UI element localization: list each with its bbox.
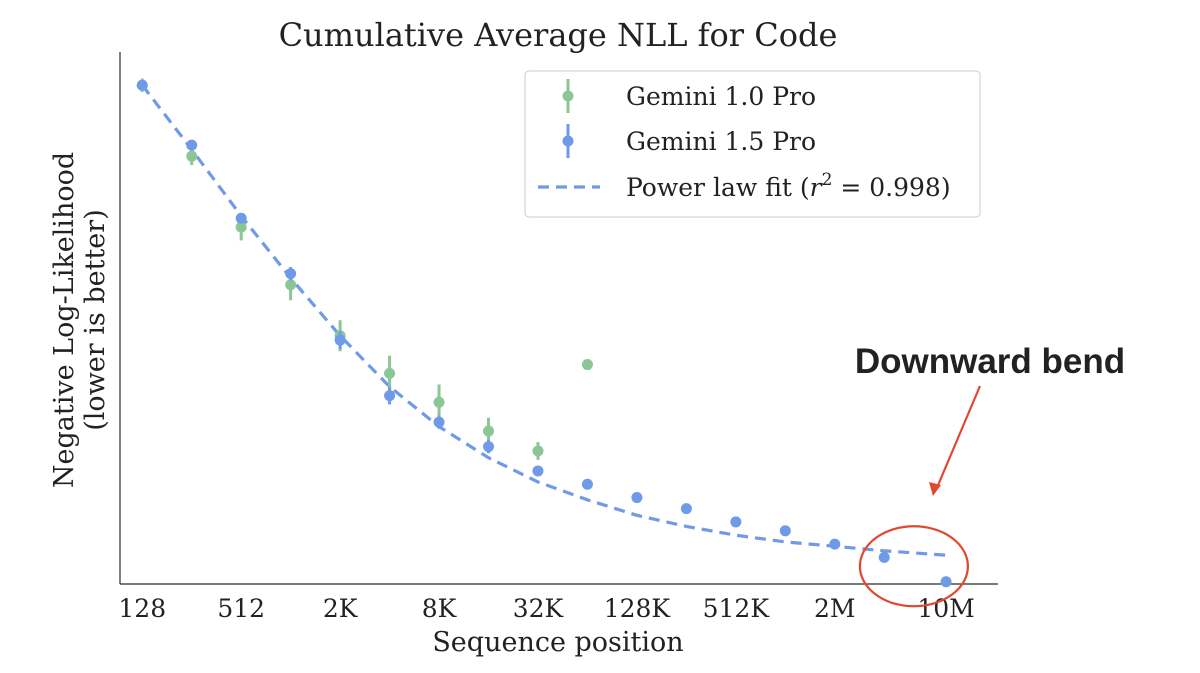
data-point <box>829 538 841 550</box>
data-point <box>334 334 346 346</box>
data-point <box>779 525 791 537</box>
annotation: Downward bend <box>855 342 1125 608</box>
legend-label-gemini-1-0: Gemini 1.0 Pro <box>626 82 816 111</box>
data-point <box>631 492 643 504</box>
legend-dot-gemini-1-0 <box>562 90 574 102</box>
data-point <box>186 150 198 162</box>
data-point <box>940 576 952 588</box>
data-point <box>532 465 544 477</box>
x-tick-label: 8K <box>422 594 458 623</box>
data-point <box>581 359 593 371</box>
x-tick-label: 2K <box>323 594 359 623</box>
legend-marker-gemini-1-0 <box>562 79 574 113</box>
data-point <box>285 279 297 291</box>
annotation-arrow-line <box>934 385 982 491</box>
y-axis-label-line2: (lower is better) <box>80 209 111 430</box>
data-point <box>532 445 544 457</box>
x-tick-label: 512K <box>703 594 771 623</box>
legend-fit-prefix: Power law fit ( <box>626 173 810 202</box>
data-point <box>235 221 247 233</box>
x-tick-label: 2M <box>814 594 856 623</box>
legend-label-power-law-fit: Power law fit (r2 = 0.998) <box>626 170 951 202</box>
chart-title: Cumulative Average NLL for Code <box>279 16 838 54</box>
data-point <box>186 139 198 151</box>
x-ticks: 128 512 2K 8K 32K 128K 512K 2M 10M <box>118 594 974 623</box>
data-point <box>433 396 445 408</box>
data-point <box>483 441 495 453</box>
data-point <box>433 416 445 428</box>
x-axis-label: Sequence position <box>432 627 683 658</box>
y-axis-label: Negative Log-Likelihood (lower is better… <box>49 152 111 488</box>
data-point <box>384 390 396 402</box>
data-point <box>235 212 247 224</box>
x-tick-label: 32K <box>513 594 565 623</box>
series-gemini-1-5-pro <box>136 79 952 588</box>
data-point <box>680 503 692 515</box>
legend-label-gemini-1-5: Gemini 1.5 Pro <box>626 127 816 156</box>
power-law-fit-line <box>141 84 947 557</box>
x-tick-label: 512 <box>217 594 265 623</box>
legend: Gemini 1.0 Pro Gemini 1.5 Pro Power law … <box>524 70 981 218</box>
legend-box <box>524 70 981 218</box>
legend-marker-gemini-1-5 <box>562 124 574 158</box>
legend-dot-gemini-1-5 <box>562 135 574 147</box>
data-point <box>136 79 148 91</box>
annotation-text: Downward bend <box>855 342 1125 381</box>
legend-fit-r: r <box>810 173 824 202</box>
data-point <box>285 268 297 280</box>
legend-fit-squared: 2 <box>822 170 833 190</box>
y-axis-label-line1: Negative Log-Likelihood <box>49 152 80 488</box>
legend-fit-suffix: = 0.998) <box>832 173 950 202</box>
data-point <box>483 425 495 437</box>
series-layer <box>136 78 952 588</box>
data-point <box>384 367 396 379</box>
x-tick-label: 128 <box>118 594 166 623</box>
annotation-highlight-ellipse <box>858 525 970 608</box>
annotation-arrowhead <box>929 482 941 496</box>
x-tick-label: 128K <box>604 594 672 623</box>
data-point <box>581 478 593 490</box>
data-point <box>878 551 890 563</box>
fit-layer <box>141 84 947 557</box>
data-point <box>730 516 742 528</box>
